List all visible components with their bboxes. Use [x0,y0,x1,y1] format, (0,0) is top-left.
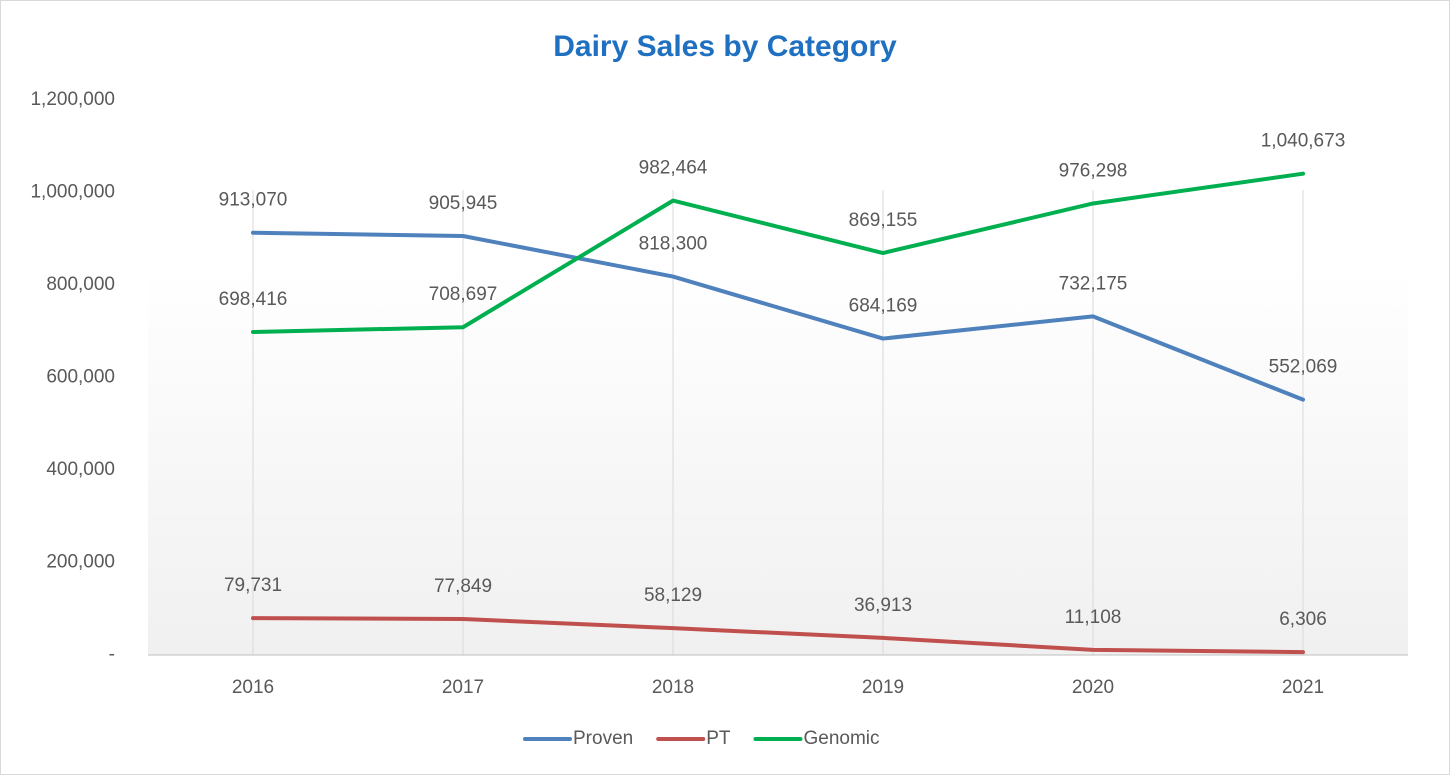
y-tick-label: 800,000 [46,274,115,295]
series-line [251,171,1305,334]
data-label: 6,306 [1279,609,1327,630]
y-tick-label: 200,000 [46,552,115,573]
x-tick-label: 2017 [442,677,484,698]
y-tick-label: 1,200,000 [30,89,115,110]
data-label: 36,913 [854,595,912,616]
data-label: 79,731 [224,575,282,596]
data-label: 905,945 [429,193,498,214]
legend-label: Genomic [803,728,879,749]
data-label: 11,108 [1065,607,1122,628]
x-tick-label: 2016 [232,677,274,698]
series-line [251,230,1305,402]
x-tick-label: 2019 [862,677,904,698]
data-label: 708,697 [429,284,498,305]
legend-label: Proven [573,728,633,749]
data-label: 1,040,673 [1261,131,1346,152]
y-tick-label: - [109,644,115,665]
data-label: 869,155 [849,210,918,231]
x-tick-label: 2018 [652,677,694,698]
data-label: 976,298 [1059,160,1128,181]
y-tick-label: 400,000 [46,459,115,480]
y-tick-label: 1,000,000 [30,182,115,203]
data-label: 77,849 [434,576,492,597]
data-label: 982,464 [639,158,708,179]
data-label: 732,175 [1059,273,1128,294]
y-tick-label: 600,000 [46,367,115,388]
x-tick-label: 2020 [1072,677,1114,698]
chart-title: Dairy Sales by Category [553,30,897,63]
data-label: 698,416 [219,289,288,310]
data-label: 552,069 [1269,357,1338,378]
x-tick-label: 2021 [1282,677,1324,698]
data-label: 684,169 [849,296,918,317]
series-line [251,616,1305,655]
plot-area [148,100,1408,655]
data-label: 58,129 [644,585,702,606]
data-label: 913,070 [219,190,288,211]
data-label: 818,300 [639,234,708,255]
legend-label: PT [706,728,731,749]
